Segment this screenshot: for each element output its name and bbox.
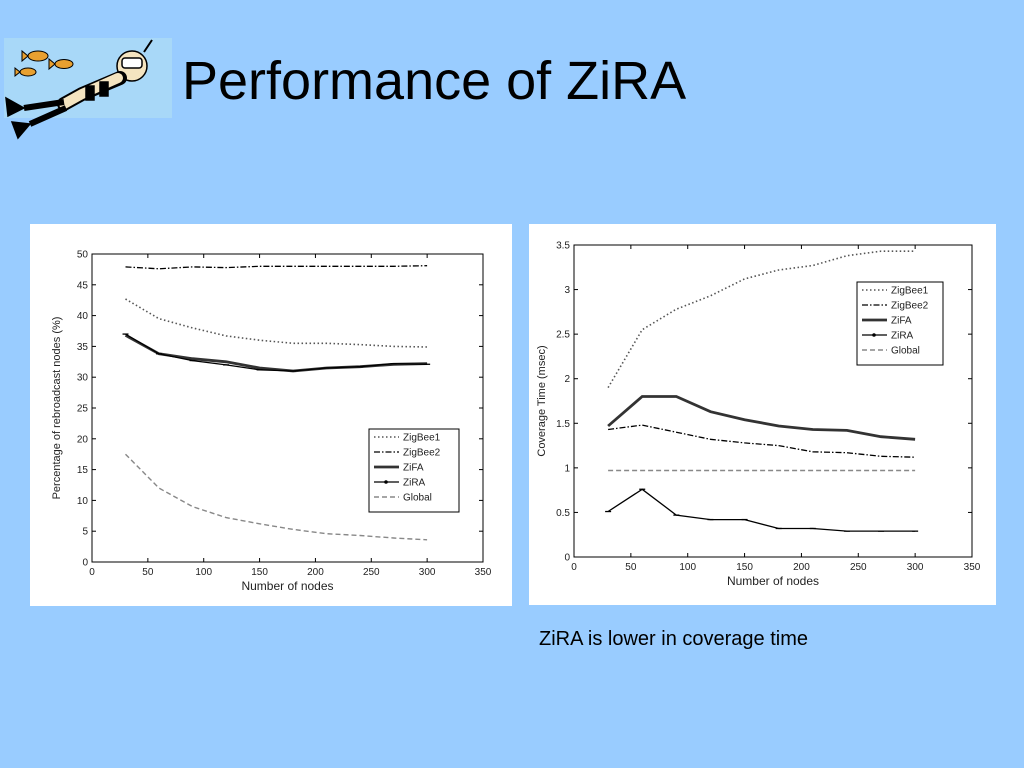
x-tick-label: 200 [793,562,810,573]
y-axis-label: Percentage of rebroadcast nodes (%) [51,317,63,500]
legend-label-zigbee1: ZigBee1 [891,286,929,297]
legend-label-global: Global [403,493,432,504]
x-tick-label: 100 [195,567,212,578]
x-tick-label: 150 [736,562,753,573]
diver-with-fish-icon [4,38,172,140]
legend-label-global: Global [891,346,920,357]
x-tick-label: 0 [89,567,95,578]
y-tick-label: 0 [82,558,88,569]
series-line-zigbee2 [608,424,916,458]
x-tick-label: 350 [475,567,492,578]
slide-caption: ZiRA is lower in coverage time [539,628,808,650]
legend-label-zira: ZiRA [891,331,914,342]
legend: ZigBee1 ZigBee2 ZiFA ZiRA Global [856,281,944,366]
y-tick-label: 25 [77,404,89,415]
series-line-zifa [607,395,916,441]
y-tick-label: 40 [77,311,89,322]
series-line-zira [125,333,428,372]
series-line-global [125,453,428,541]
rebroadcast-chart: 0 50 100 150 200 250 300 350 0 5 10 15 20 25 30 35 40 45 5… [51,250,492,594]
y-tick-label: 0 [564,553,570,564]
x-tick-label: 300 [907,562,924,573]
x-tick-label: 50 [142,567,154,578]
x-tick-label: 200 [307,567,324,578]
series-line-zigbee1 [607,250,916,389]
y-tick-label: 0.5 [556,508,570,519]
y-tick-label: 45 [77,280,89,291]
series-line-zifa [124,334,428,373]
y-tick-label: 20 [77,434,89,445]
x-tick-label: 150 [251,567,268,578]
y-tick-label: 30 [77,373,89,384]
fish-icon [14,49,74,78]
plot-frame [91,253,484,563]
y-tick-label: 10 [77,496,89,507]
plot-frame [573,244,973,558]
y-tick-label: 3 [564,285,570,296]
y-axis-label: Coverage Time (msec) [536,345,548,456]
legend-box [856,281,944,366]
x-tick-label: 100 [679,562,696,573]
x-axis-label: Number of nodes [241,579,333,593]
x-tick-label: 300 [419,567,436,578]
x-axis-label: Number of nodes [727,574,819,588]
x-tick-label: 350 [964,562,981,573]
slide-title: Performance of ZiRA [182,51,687,111]
y-tick-label: 15 [77,465,89,476]
legend-label-zigbee2: ZigBee2 [403,448,441,459]
coverage-time-chart-panel: 0 50 100 150 200 250 300 350 0 0.5 1 1.5 2 2.5 3 3.5 Num… [529,224,996,605]
rebroadcast-chart-panel: 0 50 100 150 200 250 300 350 0 5 10 15 20 25 30 35 40 45 5… [30,224,512,606]
series-line-zigbee1 [125,298,428,348]
y-tick-label: 3.5 [556,241,570,252]
legend-label-zira: ZiRA [403,478,426,489]
legend-marker [872,333,876,337]
legend-box [368,428,460,513]
y-tick-label: 50 [77,250,89,261]
series-line-zira [607,488,916,532]
coverage-time-chart: 0 50 100 150 200 250 300 350 0 0.5 1 1.5 2 2.5 3 3.5 Num… [536,241,981,589]
legend: ZigBee1 ZigBee2 ZiFA ZiRA Global [368,428,460,513]
y-tick-label: 2 [564,374,570,385]
legend-marker [384,480,388,484]
x-tick-label: 250 [850,562,867,573]
series-line-zigbee2 [125,265,428,270]
x-tick-label: 0 [571,562,577,573]
diver-figure [5,39,153,140]
legend-label-zifa: ZiFA [403,463,424,474]
legend-label-zigbee1: ZigBee1 [403,433,441,444]
y-tick-label: 1.5 [556,419,570,430]
y-tick-label: 5 [82,527,88,538]
y-tick-label: 2.5 [556,330,570,341]
legend-label-zigbee2: ZigBee2 [891,301,929,312]
legend-label-zifa: ZiFA [891,316,912,327]
x-tick-label: 50 [625,562,637,573]
y-tick-label: 35 [77,342,89,353]
x-tick-label: 250 [363,567,380,578]
y-tick-label: 1 [564,463,570,474]
